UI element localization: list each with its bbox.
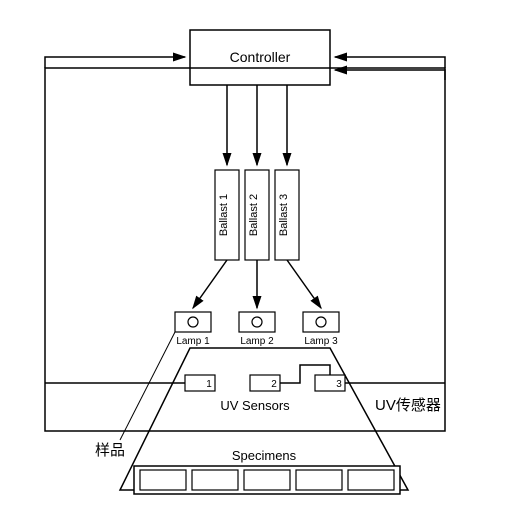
- wire-ballast3-lamp3: [287, 260, 321, 308]
- ballast-1-label: Ballast 1: [218, 194, 230, 236]
- lamp-1-label: Lamp 1: [176, 336, 210, 347]
- specimen-box-4: [296, 470, 342, 490]
- sensor-1-label: 1: [206, 379, 212, 390]
- sensor-3-label: 3: [336, 379, 342, 390]
- lamp-2-label: Lamp 2: [240, 336, 274, 347]
- callout-sample-line: [120, 332, 175, 440]
- specimen-box-1: [140, 470, 186, 490]
- wire-right-to-controller: [335, 57, 445, 68]
- controller-label: Controller: [230, 49, 291, 65]
- uv-sensors-label: UV Sensors: [220, 398, 290, 413]
- wire-ballast1-lamp1: [193, 260, 227, 308]
- lamp-3-label: Lamp 3: [304, 336, 338, 347]
- uv-sensors-label-cn: UV传感器: [375, 397, 441, 414]
- sensor-2-label: 2: [271, 379, 277, 390]
- lamp-1: Lamp 1: [175, 312, 211, 347]
- sensor-3: 3: [315, 375, 345, 391]
- wire-left-to-controller: [45, 57, 185, 68]
- ballast-3: Ballast 3: [275, 170, 299, 260]
- lamp-2-bulb: [252, 317, 262, 327]
- lamp-2: Lamp 2: [239, 312, 275, 347]
- sensor-2: 2: [250, 375, 280, 391]
- wire-right-to-controller-2: [335, 70, 445, 80]
- specimen-box-3: [244, 470, 290, 490]
- sensor-1: 1: [185, 375, 215, 391]
- ballast-2: Ballast 2: [245, 170, 269, 260]
- diagram-svg: Controller Ballast 1 Ballast 2 Ballast 3…: [10, 10, 519, 512]
- lamp-3-bulb: [316, 317, 326, 327]
- sample-label-cn: 样品: [95, 442, 125, 459]
- lamp-1-bulb: [188, 317, 198, 327]
- ballast-2-label: Ballast 2: [248, 194, 260, 236]
- ballast-3-label: Ballast 3: [278, 194, 290, 236]
- specimen-box-2: [192, 470, 238, 490]
- specimen-box-5: [348, 470, 394, 490]
- lamp-3: Lamp 3: [303, 312, 339, 347]
- specimens-label: Specimens: [232, 448, 297, 463]
- ballast-1: Ballast 1: [215, 170, 239, 260]
